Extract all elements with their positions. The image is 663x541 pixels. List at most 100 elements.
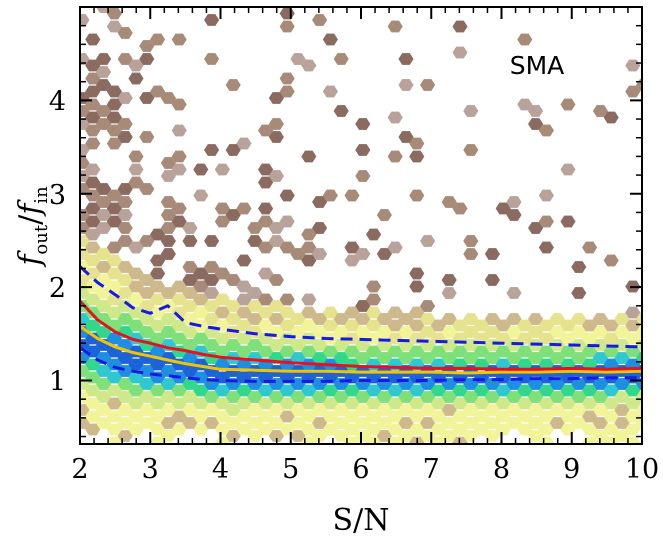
hexbin bbox=[636, 313, 642, 325]
hexbin bbox=[444, 443, 454, 444]
hexbin bbox=[571, 313, 587, 325]
hexbin bbox=[106, 189, 122, 202]
hexbin bbox=[247, 391, 263, 403]
hexbin bbox=[160, 92, 176, 104]
hexbin bbox=[625, 410, 641, 423]
hexbin bbox=[171, 410, 187, 423]
hexbin bbox=[85, 423, 101, 436]
hexbin bbox=[106, 410, 122, 423]
hexbin bbox=[85, 254, 101, 267]
hexbin bbox=[139, 404, 155, 416]
hexbin bbox=[506, 196, 522, 208]
hexbin bbox=[387, 397, 403, 410]
hexbin bbox=[560, 215, 576, 228]
hexbin bbox=[117, 131, 133, 143]
hexbin bbox=[106, 267, 122, 280]
hexbin bbox=[228, 443, 238, 444]
hexbin bbox=[214, 202, 230, 215]
hexbin bbox=[376, 430, 392, 442]
hexbin bbox=[366, 423, 382, 436]
hexbin bbox=[106, 124, 122, 137]
hexbin bbox=[441, 417, 457, 429]
mean-line bbox=[80, 300, 642, 371]
hexbin bbox=[171, 98, 187, 111]
hexbin bbox=[463, 391, 479, 403]
hexbin bbox=[560, 319, 576, 332]
hexbin bbox=[80, 235, 90, 247]
hexbin bbox=[571, 417, 587, 429]
hexbin bbox=[182, 274, 198, 286]
hexbin bbox=[204, 417, 220, 429]
hexbin bbox=[204, 339, 220, 351]
upper-percentile-line bbox=[80, 265, 642, 349]
hexbin bbox=[322, 319, 338, 332]
hexbin bbox=[409, 319, 425, 332]
hexbin bbox=[484, 326, 500, 338]
hexbin bbox=[322, 306, 338, 319]
hexbin bbox=[171, 332, 187, 345]
hexbin bbox=[355, 417, 371, 429]
hexbin bbox=[106, 384, 122, 397]
hexbin bbox=[160, 378, 176, 390]
hexbin bbox=[258, 423, 274, 436]
hexbin bbox=[128, 306, 144, 319]
hexbin bbox=[258, 241, 274, 254]
hexbin bbox=[625, 423, 641, 436]
hexbin bbox=[258, 267, 274, 280]
hexbin bbox=[387, 150, 403, 163]
hexbin bbox=[268, 430, 284, 442]
hexbin bbox=[290, 417, 306, 429]
hexbin bbox=[582, 319, 598, 332]
hexbin bbox=[236, 345, 252, 358]
hexbin bbox=[225, 339, 241, 351]
hexbin bbox=[312, 196, 328, 208]
hexbin bbox=[592, 326, 608, 338]
hexbin bbox=[160, 235, 176, 247]
hexbin bbox=[463, 417, 479, 429]
tick-labels: 2 3 4 5 6 7 8 9 10 1 2 3 4 bbox=[49, 86, 659, 485]
hexbin bbox=[484, 313, 500, 325]
hexbin bbox=[603, 397, 619, 410]
hexbin bbox=[484, 417, 500, 429]
hexbin bbox=[279, 410, 295, 423]
hexbin bbox=[204, 274, 220, 286]
hexbin bbox=[117, 53, 133, 65]
hexbin bbox=[409, 345, 425, 358]
hexbin bbox=[592, 391, 608, 403]
hexbin bbox=[139, 53, 155, 65]
hexbin bbox=[463, 313, 479, 325]
hexbin bbox=[592, 352, 608, 364]
hexbin bbox=[528, 404, 544, 416]
hexbin bbox=[344, 254, 360, 267]
hexbin bbox=[258, 410, 274, 423]
hexbin bbox=[484, 274, 500, 286]
hexbin bbox=[236, 202, 252, 215]
hexbin bbox=[204, 261, 220, 273]
hexbin bbox=[301, 293, 317, 306]
hexbin bbox=[398, 313, 414, 325]
hexbin bbox=[398, 79, 414, 91]
hexbin bbox=[214, 293, 230, 306]
hexbin bbox=[344, 241, 360, 254]
hexbin bbox=[409, 189, 425, 202]
hexbin bbox=[193, 189, 209, 202]
hexbin bbox=[117, 261, 133, 273]
hexbin bbox=[279, 85, 295, 98]
hexbin bbox=[355, 430, 371, 442]
hexbin bbox=[506, 287, 522, 299]
hexbin bbox=[150, 332, 166, 345]
hexbin bbox=[301, 59, 317, 72]
hexbin bbox=[258, 124, 274, 137]
hexbin bbox=[290, 391, 306, 403]
hexbin bbox=[150, 254, 166, 267]
hexbin bbox=[387, 345, 403, 358]
hexbin bbox=[528, 391, 544, 403]
hexbin bbox=[225, 300, 241, 312]
hexbin bbox=[571, 261, 587, 273]
hexbin bbox=[258, 319, 274, 332]
hexbin bbox=[582, 241, 598, 254]
hexbin bbox=[80, 144, 90, 156]
hexbin bbox=[376, 326, 392, 338]
hexbin bbox=[214, 397, 230, 410]
hexbin bbox=[182, 261, 198, 273]
